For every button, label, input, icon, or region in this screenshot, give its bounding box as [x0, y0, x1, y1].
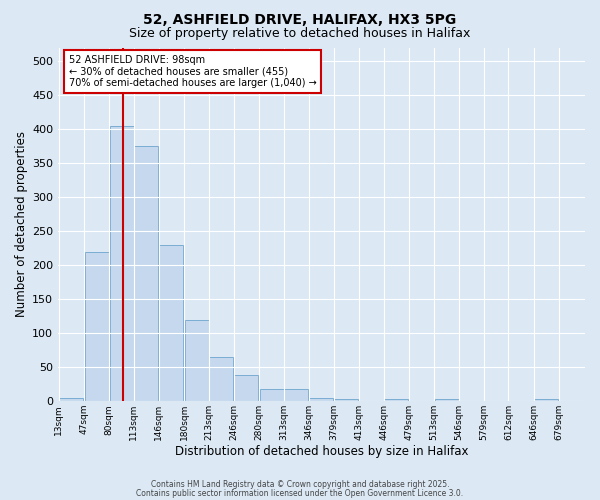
Text: Size of property relative to detached houses in Halifax: Size of property relative to detached ho… [130, 28, 470, 40]
Bar [185, 320, 209, 401]
Bar [334, 399, 358, 401]
Bar [284, 389, 308, 401]
Bar [434, 399, 458, 401]
Text: 52, ASHFIELD DRIVE, HALIFAX, HX3 5PG: 52, ASHFIELD DRIVE, HALIFAX, HX3 5PG [143, 12, 457, 26]
Bar [209, 357, 233, 401]
Y-axis label: Number of detached properties: Number of detached properties [15, 132, 28, 318]
Bar [535, 399, 559, 401]
Text: Contains public sector information licensed under the Open Government Licence 3.: Contains public sector information licen… [136, 488, 464, 498]
X-axis label: Distribution of detached houses by size in Halifax: Distribution of detached houses by size … [175, 444, 469, 458]
Bar [59, 398, 83, 401]
Bar [384, 399, 408, 401]
Bar [309, 398, 333, 401]
Bar [159, 244, 183, 401]
Text: 52 ASHFIELD DRIVE: 98sqm
← 30% of detached houses are smaller (455)
70% of semi-: 52 ASHFIELD DRIVE: 98sqm ← 30% of detach… [68, 54, 316, 88]
Bar [134, 146, 158, 401]
Text: Contains HM Land Registry data © Crown copyright and database right 2025.: Contains HM Land Registry data © Crown c… [151, 480, 449, 489]
Bar [85, 252, 109, 401]
Bar [260, 389, 284, 401]
Bar [110, 126, 134, 401]
Bar [234, 376, 258, 401]
